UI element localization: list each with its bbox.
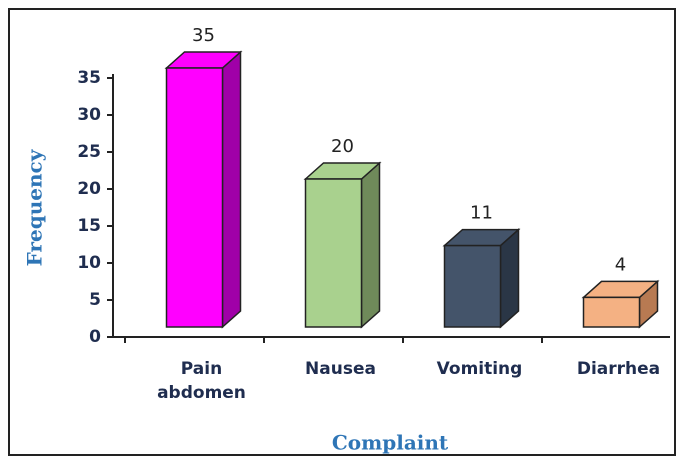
y-tick-label: 25 [77,142,101,162]
bar [164,50,243,329]
y-tick-label: 5 [89,290,101,310]
y-axis-label: Frequency [23,148,47,266]
value-label: 20 [331,136,354,157]
bar-side [221,50,242,329]
x-tick-label: Diarrhea [576,359,661,379]
x-axis-label: Complaint [332,431,449,455]
bar-front [443,244,502,328]
x-tick-label: Vomiting [436,359,523,379]
bar [581,279,660,329]
y-tick-label: 20 [77,179,101,199]
y-tick-label: 15 [77,216,101,236]
bar [303,161,382,329]
y-tick-label: 35 [77,68,101,88]
bar-side [360,161,381,329]
x-tick-label: Nausea [305,359,376,379]
bar [442,227,521,329]
y-tick-label: 30 [77,105,101,125]
x-tick-label: Pain abdomen [157,359,246,403]
y-tick-label: 0 [89,327,101,347]
y-tick-label: 10 [77,253,101,273]
value-label: 11 [470,203,493,224]
value-label: 4 [615,254,626,275]
bar-side [499,227,520,329]
bar-front [304,178,363,328]
bar-front [582,296,641,328]
value-label: 35 [192,25,215,46]
bar-front [165,67,224,328]
